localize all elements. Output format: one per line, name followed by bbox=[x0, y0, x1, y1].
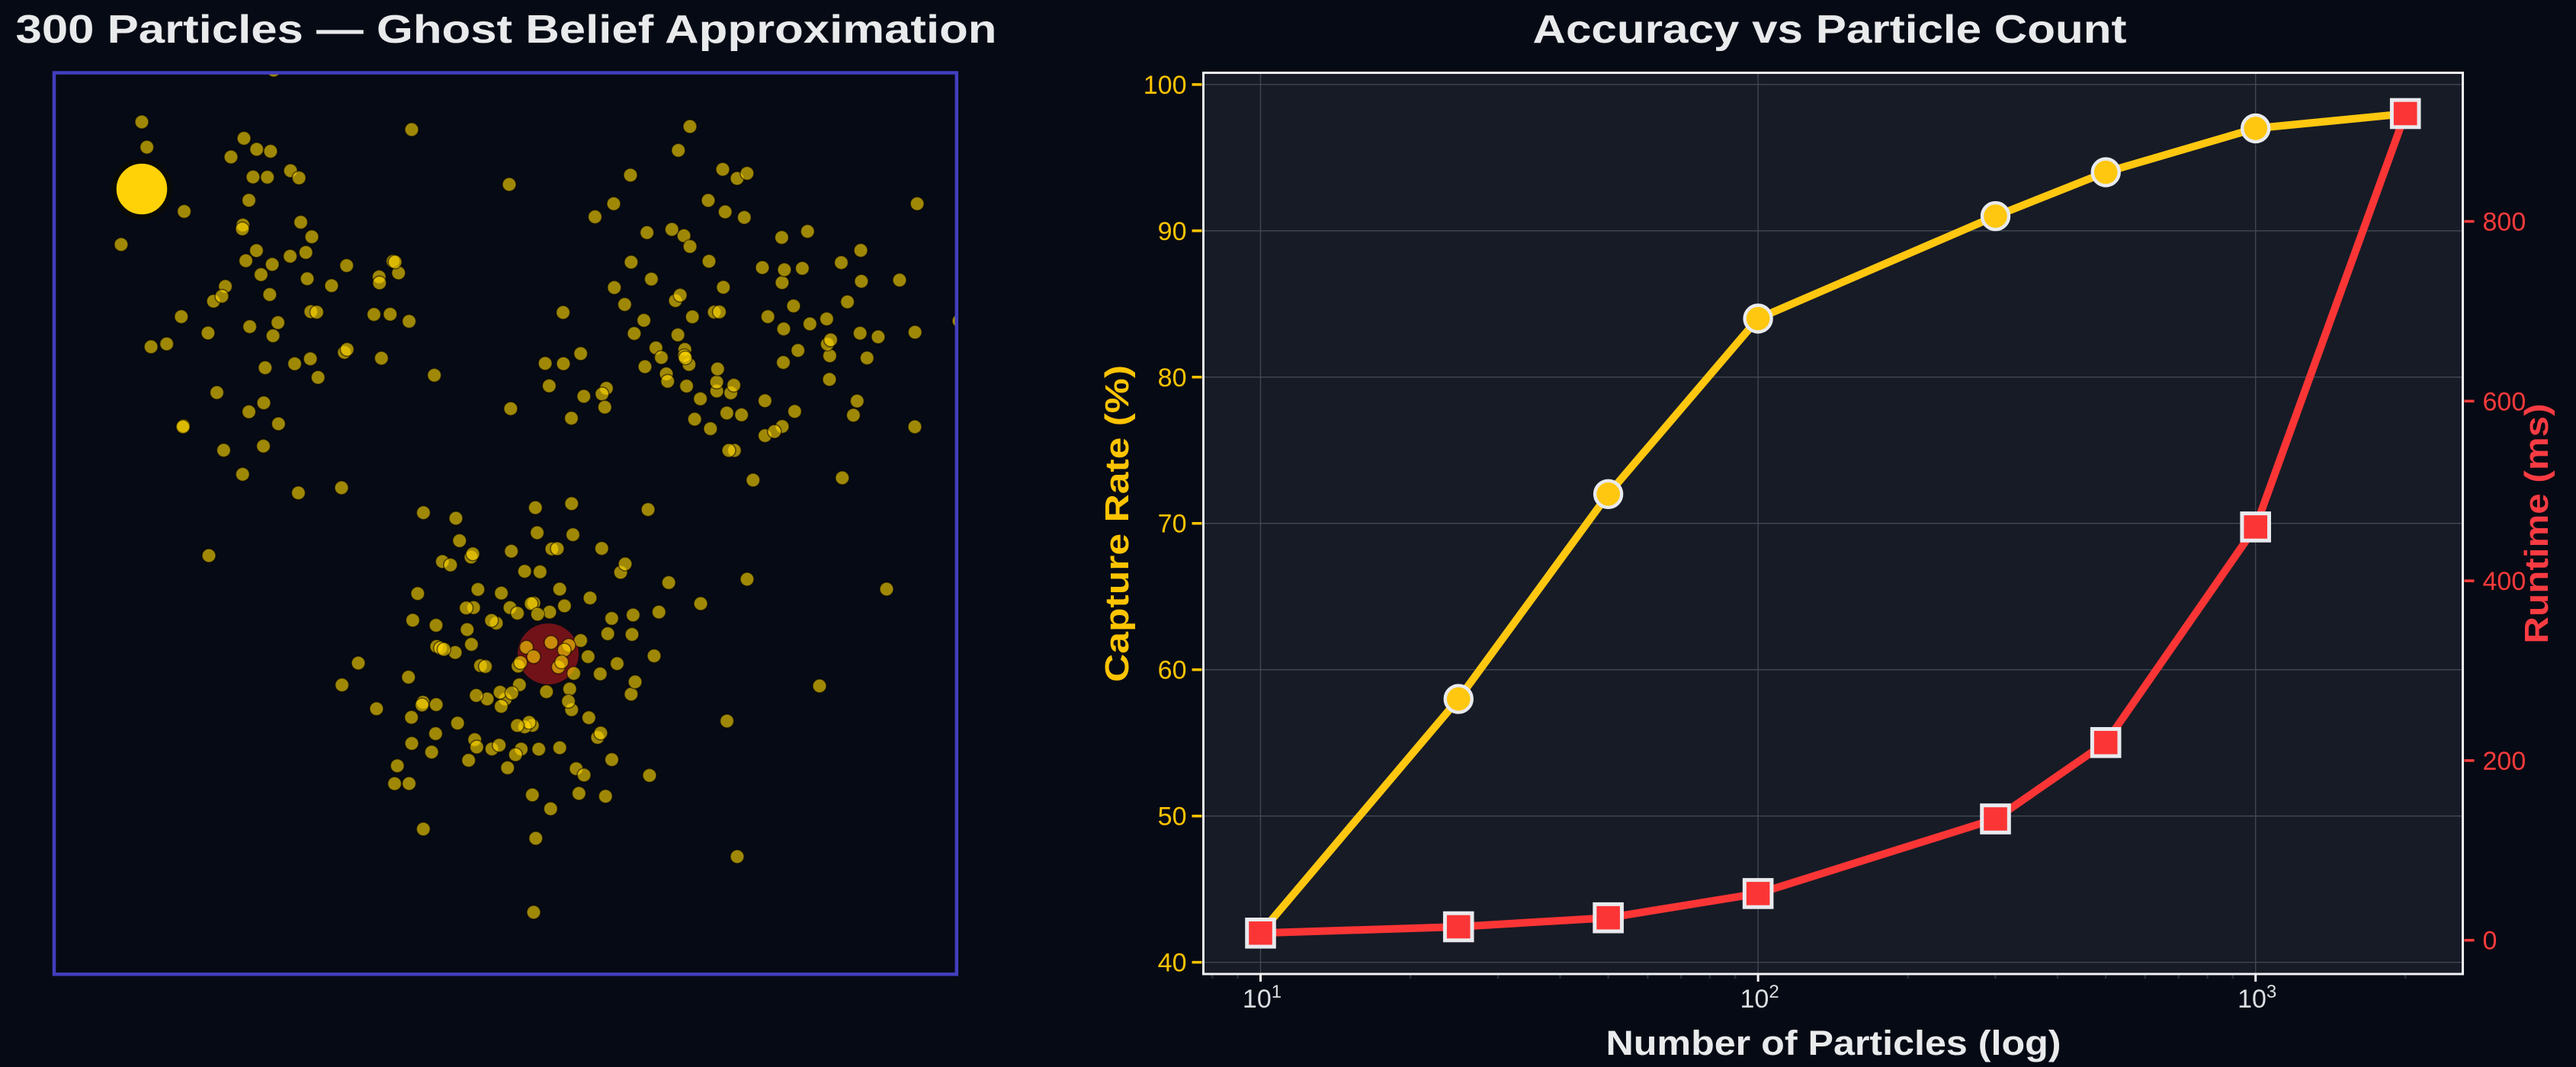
svg-text:300 Particles — Ghost Belief A: 300 Particles — Ghost Belief Approximati… bbox=[16, 8, 997, 52]
svg-text:102: 102 bbox=[1740, 982, 1779, 1014]
svg-text:70: 70 bbox=[1158, 510, 1187, 539]
svg-text:0: 0 bbox=[2483, 927, 2497, 956]
svg-text:40: 40 bbox=[1158, 949, 1187, 978]
svg-text:80: 80 bbox=[1158, 364, 1187, 393]
svg-text:Accuracy vs Particle Count: Accuracy vs Particle Count bbox=[1533, 8, 2127, 52]
svg-text:50: 50 bbox=[1158, 803, 1187, 831]
svg-text:400: 400 bbox=[2483, 567, 2526, 596]
svg-text:600: 600 bbox=[2483, 387, 2526, 416]
svg-text:90: 90 bbox=[1158, 217, 1187, 246]
svg-text:800: 800 bbox=[2483, 208, 2526, 237]
svg-text:Number of Particles (log): Number of Particles (log) bbox=[1606, 1024, 2061, 1062]
svg-text:100: 100 bbox=[1144, 71, 1187, 100]
svg-text:Runtime (ms): Runtime (ms) bbox=[2518, 404, 2555, 644]
svg-text:103: 103 bbox=[2238, 982, 2276, 1014]
svg-text:60: 60 bbox=[1158, 656, 1187, 685]
svg-text:200: 200 bbox=[2483, 747, 2526, 776]
svg-text:Capture Rate (%): Capture Rate (%) bbox=[1099, 365, 1136, 682]
svg-text:101: 101 bbox=[1243, 982, 1282, 1014]
